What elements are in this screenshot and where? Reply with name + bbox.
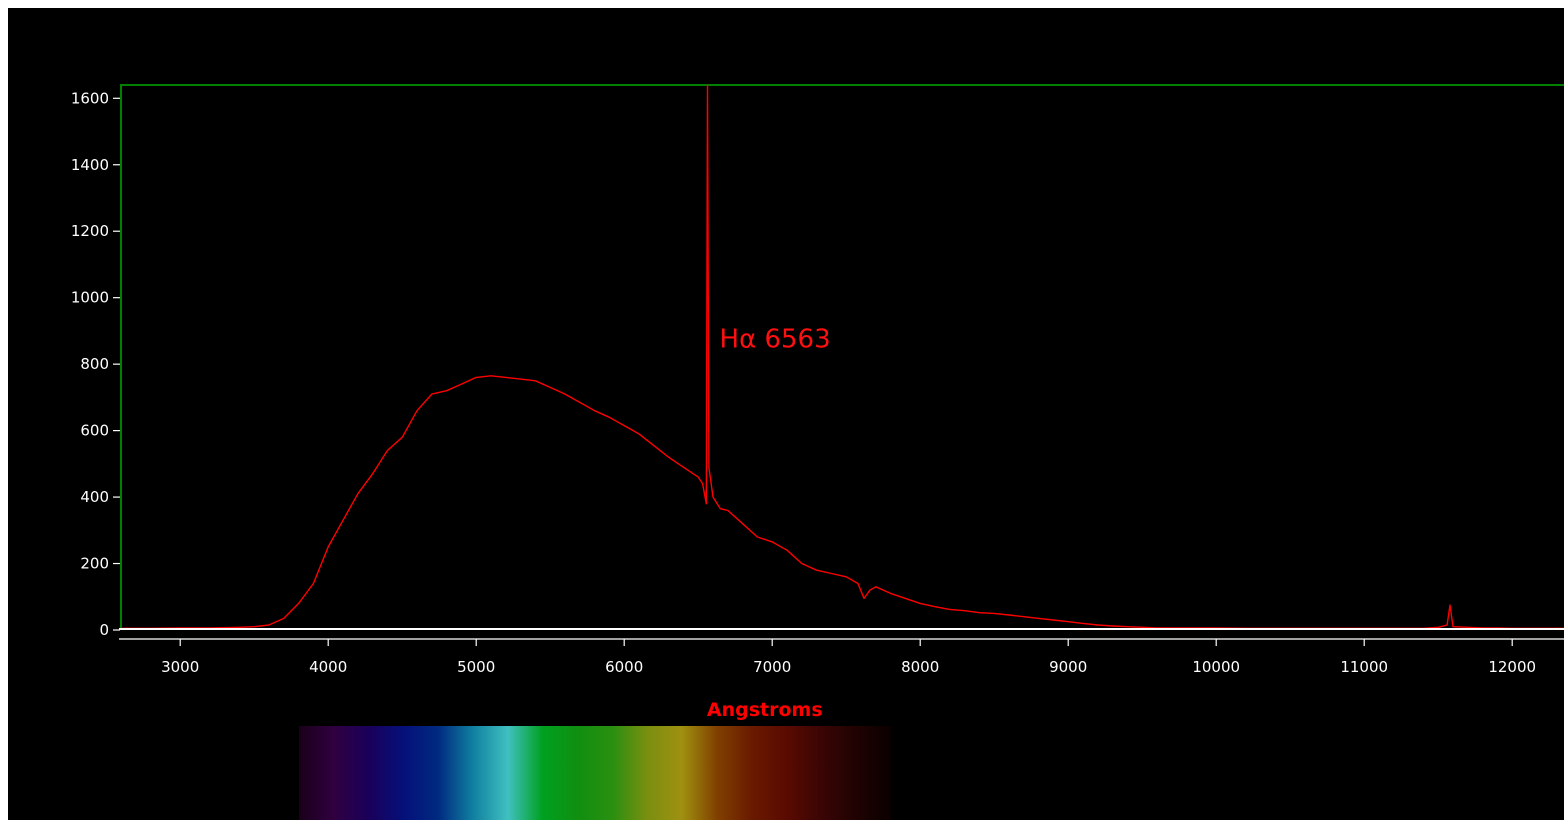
annotation-h-alpha: Hα 6563 <box>720 325 831 355</box>
x-tick-label: 5000 <box>457 658 495 676</box>
y-tick-label: 200 <box>80 555 109 573</box>
x-tick-label: 4000 <box>309 658 347 676</box>
plot-frame <box>120 84 1564 630</box>
x-tick-label: 10000 <box>1192 658 1240 676</box>
plot-frame-border <box>120 84 1564 630</box>
y-tick-label: 600 <box>80 422 109 440</box>
spectrum-color-strip <box>299 726 891 820</box>
y-tick-label: 1000 <box>71 289 109 307</box>
x-axis-title: Angstroms <box>707 699 823 721</box>
x-tick-label: 9000 <box>1049 658 1087 676</box>
y-tick-label: 400 <box>80 488 109 506</box>
x-tick-label: 11000 <box>1340 658 1388 676</box>
y-tick-label: 1200 <box>71 222 109 240</box>
x-tick-label: 3000 <box>161 658 199 676</box>
x-tick-label: 12000 <box>1488 658 1536 676</box>
y-axis: 0 200 400 600 800 1000 1200 1400 1600 <box>71 89 120 639</box>
x-tick-label: 8000 <box>901 658 939 676</box>
x-tick-label: 6000 <box>605 658 643 676</box>
series-layer <box>121 84 1564 629</box>
annotation-layer: Hα 6563 <box>720 325 831 355</box>
series-line-0 <box>121 84 1564 629</box>
y-tick-label: 0 <box>99 621 109 639</box>
y-tick-label: 1400 <box>71 156 109 174</box>
plot-window: Hα 6563 0 200 400 600 800 1000 1200 1400 1600 30… <box>8 8 1564 820</box>
x-tick-label: 7000 <box>753 658 791 676</box>
x-axis: 3000 4000 5000 6000 7000 8000 9000 10000 11000 12… <box>119 628 1564 676</box>
y-tick-label: 1600 <box>71 89 109 107</box>
y-tick-label: 800 <box>80 355 109 373</box>
spectrum-chart: Hα 6563 0 200 400 600 800 1000 1200 1400 1600 30… <box>71 84 1564 820</box>
